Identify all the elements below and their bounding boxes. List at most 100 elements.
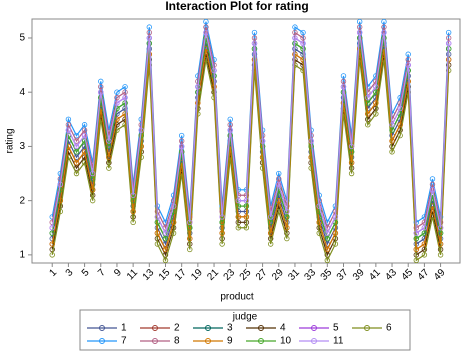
data-point: [421, 230, 428, 236]
data-point: [187, 246, 193, 253]
data-point: [413, 230, 420, 236]
x-tick-label: 49: [432, 267, 448, 283]
data-point: [437, 241, 444, 247]
legend-marker: [99, 338, 105, 344]
data-point: [170, 203, 177, 209]
data-point: [429, 181, 436, 188]
data-point: [340, 73, 347, 79]
data-point: [227, 122, 233, 128]
data-point: [397, 122, 403, 128]
data-point: [122, 94, 128, 101]
legend-label: 10: [280, 336, 292, 347]
data-point: [122, 111, 128, 117]
legend-marker: [258, 338, 264, 344]
data-point: [235, 203, 242, 209]
data-point: [114, 122, 120, 128]
data-point: [421, 252, 428, 258]
legend-label: 4: [280, 323, 286, 334]
data-point: [98, 78, 104, 85]
data-point: [81, 127, 88, 133]
data-point: [429, 208, 436, 215]
data-point: [389, 127, 395, 133]
data-point: [324, 230, 331, 236]
x-tick-label: 43: [383, 267, 399, 283]
data-point: [49, 241, 55, 247]
data-point: [146, 29, 153, 36]
x-tick-label: 41: [367, 267, 383, 283]
x-tick-label: 29: [270, 267, 286, 283]
x-tick-label: 23: [222, 267, 238, 283]
x-tick-label: 21: [205, 267, 221, 283]
data-point: [227, 116, 233, 123]
data-point: [373, 89, 379, 95]
data-point: [389, 149, 395, 155]
legend-label: 8: [174, 336, 180, 347]
data-point: [219, 230, 225, 236]
data-point: [445, 35, 452, 41]
x-tick-label: 19: [189, 267, 205, 283]
data-point: [405, 51, 411, 57]
data-point: [106, 143, 112, 150]
data-point: [308, 138, 314, 144]
legend-title: judge: [232, 312, 258, 323]
x-tick-label: 33: [302, 267, 318, 283]
x-tick-label: 45: [400, 267, 416, 283]
data-point: [227, 127, 233, 133]
y-tick-label: 4: [19, 87, 25, 98]
data-point: [373, 100, 379, 106]
data-point: [203, 29, 209, 36]
data-point: [114, 89, 120, 95]
data-point: [162, 246, 169, 253]
data-point: [187, 219, 193, 226]
x-tick-label: 35: [319, 267, 335, 283]
data-point: [98, 84, 104, 90]
legend-label: 7: [121, 336, 127, 347]
data-point: [389, 122, 395, 128]
data-point: [276, 203, 282, 209]
data-point: [89, 176, 96, 182]
data-point: [429, 192, 436, 198]
legend-label: 3: [227, 323, 233, 334]
data-point: [219, 219, 225, 226]
data-point: [122, 89, 128, 95]
data-point: [421, 225, 428, 231]
data-point: [187, 225, 193, 231]
data-point: [130, 197, 136, 204]
data-point: [300, 56, 306, 63]
data-point: [57, 181, 64, 188]
data-point: [276, 170, 282, 177]
data-point: [348, 170, 355, 177]
data-point: [316, 230, 322, 236]
data-point: [284, 235, 290, 242]
data-point: [243, 203, 250, 209]
data-point: [276, 176, 282, 182]
data-point: [130, 192, 136, 198]
data-point: [267, 230, 274, 236]
x-tick-label: 1: [48, 267, 60, 279]
data-point: [365, 122, 371, 128]
x-tick-label: 5: [80, 267, 92, 279]
data-point: [170, 208, 177, 215]
data-point: [437, 225, 444, 231]
legend-marker: [205, 338, 211, 344]
data-point: [65, 127, 72, 133]
data-point: [154, 214, 161, 220]
data-point: [381, 29, 387, 36]
data-point: [146, 35, 153, 41]
y-tick-label: 1: [19, 250, 25, 261]
data-point: [429, 176, 436, 182]
data-point: [251, 29, 258, 36]
data-point: [170, 230, 177, 236]
legend-label: 5: [333, 323, 339, 334]
legend-label: 2: [174, 323, 180, 334]
data-point: [365, 94, 371, 101]
data-point: [381, 19, 387, 25]
data-point: [445, 29, 452, 36]
data-point: [251, 40, 258, 47]
data-point: [324, 246, 331, 253]
x-tick-label: 11: [125, 267, 140, 282]
y-tick-label: 3: [19, 141, 25, 152]
data-point: [65, 154, 72, 160]
data-point: [300, 35, 306, 41]
data-point: [356, 29, 363, 36]
